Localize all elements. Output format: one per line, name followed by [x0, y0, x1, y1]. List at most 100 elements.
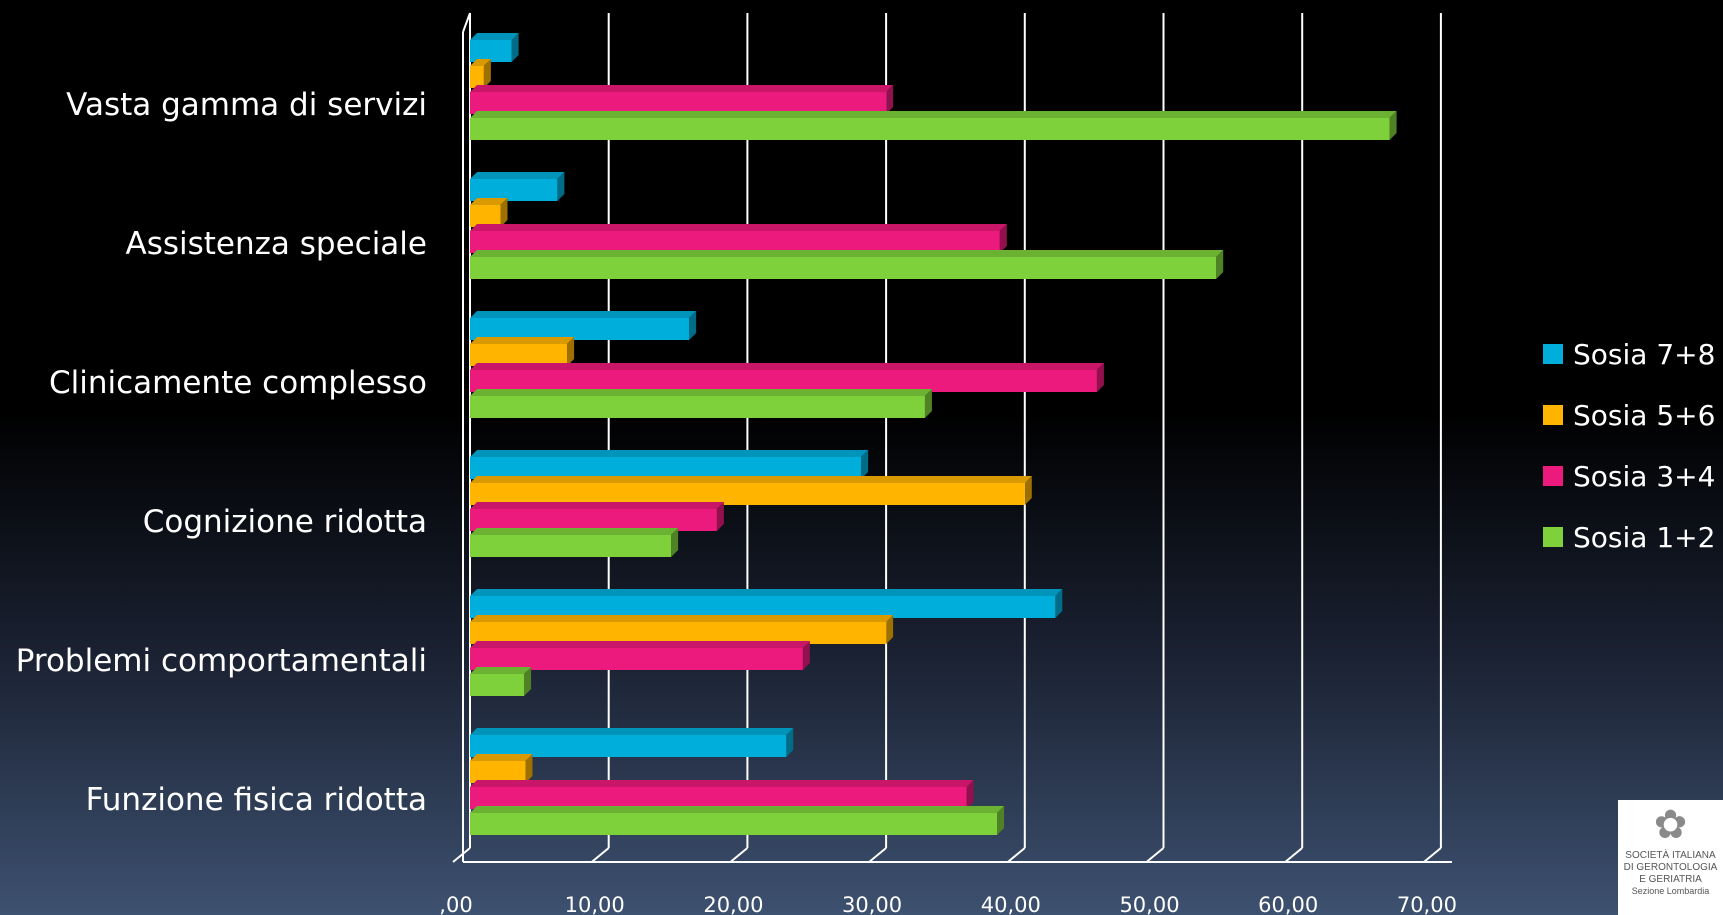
- category-label: Vasta gamma di servizi: [66, 87, 427, 123]
- bar-side-face: [567, 337, 575, 366]
- x-tick-label: 20,00: [703, 893, 763, 915]
- x-tick-label: 40,00: [981, 893, 1041, 915]
- bar-side-face: [999, 224, 1007, 253]
- bar-top-face: [470, 780, 974, 787]
- bar: [470, 813, 998, 835]
- bar-top-face: [470, 589, 1063, 596]
- bar: [470, 118, 1390, 140]
- category-label: Problemi comportamentali: [16, 643, 427, 679]
- bar-side-face: [924, 389, 932, 418]
- bar: [470, 92, 887, 114]
- bar: [470, 457, 862, 479]
- logo-line-3: E GERIATRIA: [1639, 874, 1702, 885]
- bar: [470, 596, 1056, 618]
- bar-top-face: [470, 502, 724, 509]
- bar-top-face: [470, 528, 679, 535]
- legend-label: Sosia 7+8: [1573, 338, 1715, 371]
- bar: [470, 761, 526, 783]
- x-tick-label: 50,00: [1119, 893, 1179, 915]
- category-label: Cognizione ridotta: [143, 504, 427, 540]
- bar-side-face: [1055, 589, 1063, 618]
- bar: [470, 231, 1000, 253]
- bar-side-face: [861, 450, 869, 479]
- x-tick-label: ,00: [439, 893, 472, 915]
- bar-side-face: [524, 667, 532, 696]
- bar-top-face: [470, 754, 533, 761]
- category-label: Funzione fisica ridotta: [86, 782, 427, 818]
- bar-top-face: [470, 224, 1007, 231]
- bar-top-face: [470, 111, 1397, 118]
- bar-side-face: [557, 172, 565, 201]
- bar-top-face: [470, 450, 869, 457]
- bar: [470, 674, 525, 696]
- bar-side-face: [1216, 250, 1224, 279]
- sigg-logo: ✿ SOCIETÀ ITALIANA DI GERONTOLOGIA E GER…: [1618, 800, 1723, 915]
- gridline-floor: [868, 847, 887, 863]
- logo-emblem-icon: ✿: [1653, 802, 1688, 848]
- x-tick-label: 30,00: [842, 893, 902, 915]
- gridline-floor: [452, 847, 471, 863]
- bar: [470, 648, 803, 670]
- bar-top-face: [470, 728, 794, 735]
- x-tick-label: 10,00: [565, 893, 625, 915]
- bar-side-face: [786, 728, 794, 757]
- bar-top-face: [470, 615, 894, 622]
- gridline-floor: [729, 847, 749, 863]
- bar-side-face: [511, 33, 519, 62]
- bar-top-face: [470, 250, 1224, 257]
- x-tick-label: 70,00: [1397, 893, 1457, 915]
- bar-side-face: [689, 311, 697, 340]
- bar-side-face: [525, 754, 533, 783]
- bar-top-face: [470, 172, 565, 179]
- bar-side-face: [671, 528, 679, 557]
- bar: [470, 787, 967, 809]
- bar: [470, 318, 690, 340]
- bar-side-face: [886, 85, 894, 114]
- bar-top-face: [470, 667, 532, 674]
- bar-side-face: [1024, 476, 1032, 505]
- bar: [470, 735, 787, 757]
- legend-swatch: [1543, 405, 1563, 425]
- bar: [470, 483, 1025, 505]
- bar-side-face: [716, 502, 724, 531]
- bar-top-face: [470, 641, 810, 648]
- category-label: Assistenza speciale: [125, 226, 427, 262]
- logo-line-1: SOCIETÀ ITALIANA: [1625, 850, 1716, 861]
- legend-swatch: [1543, 527, 1563, 547]
- bar-top-face: [470, 337, 575, 344]
- gridline-floor: [1007, 847, 1026, 863]
- bar-side-face: [483, 59, 491, 88]
- category-label: Clinicamente complesso: [49, 365, 427, 401]
- legend-label: Sosia 1+2: [1573, 521, 1715, 554]
- bar: [470, 622, 887, 644]
- bar: [470, 66, 484, 88]
- legend-swatch: [1543, 344, 1563, 364]
- bar: [470, 509, 717, 531]
- gridline-floor: [1145, 847, 1165, 863]
- gridline-floor: [1284, 847, 1303, 863]
- bar-side-face: [997, 806, 1005, 835]
- bar-side-face: [1389, 111, 1397, 140]
- gridline-floor: [591, 847, 610, 863]
- bar: [470, 370, 1097, 392]
- bar-top-face: [470, 311, 697, 318]
- bar-side-face: [802, 641, 810, 670]
- logo-line-2: DI GERONTOLOGIA: [1623, 862, 1718, 873]
- bar-top-face: [470, 33, 519, 40]
- bar-top-face: [470, 198, 508, 205]
- legend-label: Sosia 5+6: [1573, 399, 1715, 432]
- bar: [470, 257, 1217, 279]
- bar-top-face: [470, 389, 932, 396]
- bar: [470, 396, 925, 418]
- bar-top-face: [470, 85, 894, 92]
- bar-top-face: [470, 363, 1104, 370]
- bar-side-face: [966, 780, 974, 809]
- bar-side-face: [1096, 363, 1104, 392]
- bar-side-face: [500, 198, 508, 227]
- axis-top-corner: [462, 12, 471, 33]
- legend-label: Sosia 3+4: [1573, 460, 1715, 493]
- bar: [470, 344, 568, 366]
- bar-top-face: [470, 476, 1032, 483]
- gridline-floor: [1423, 847, 1442, 863]
